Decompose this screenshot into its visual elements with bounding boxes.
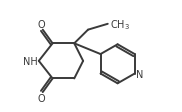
Text: NH: NH [23, 56, 38, 66]
Text: N: N [136, 69, 143, 79]
Text: O: O [38, 19, 46, 29]
Text: O: O [38, 93, 46, 103]
Text: CH$_3$: CH$_3$ [110, 18, 130, 31]
